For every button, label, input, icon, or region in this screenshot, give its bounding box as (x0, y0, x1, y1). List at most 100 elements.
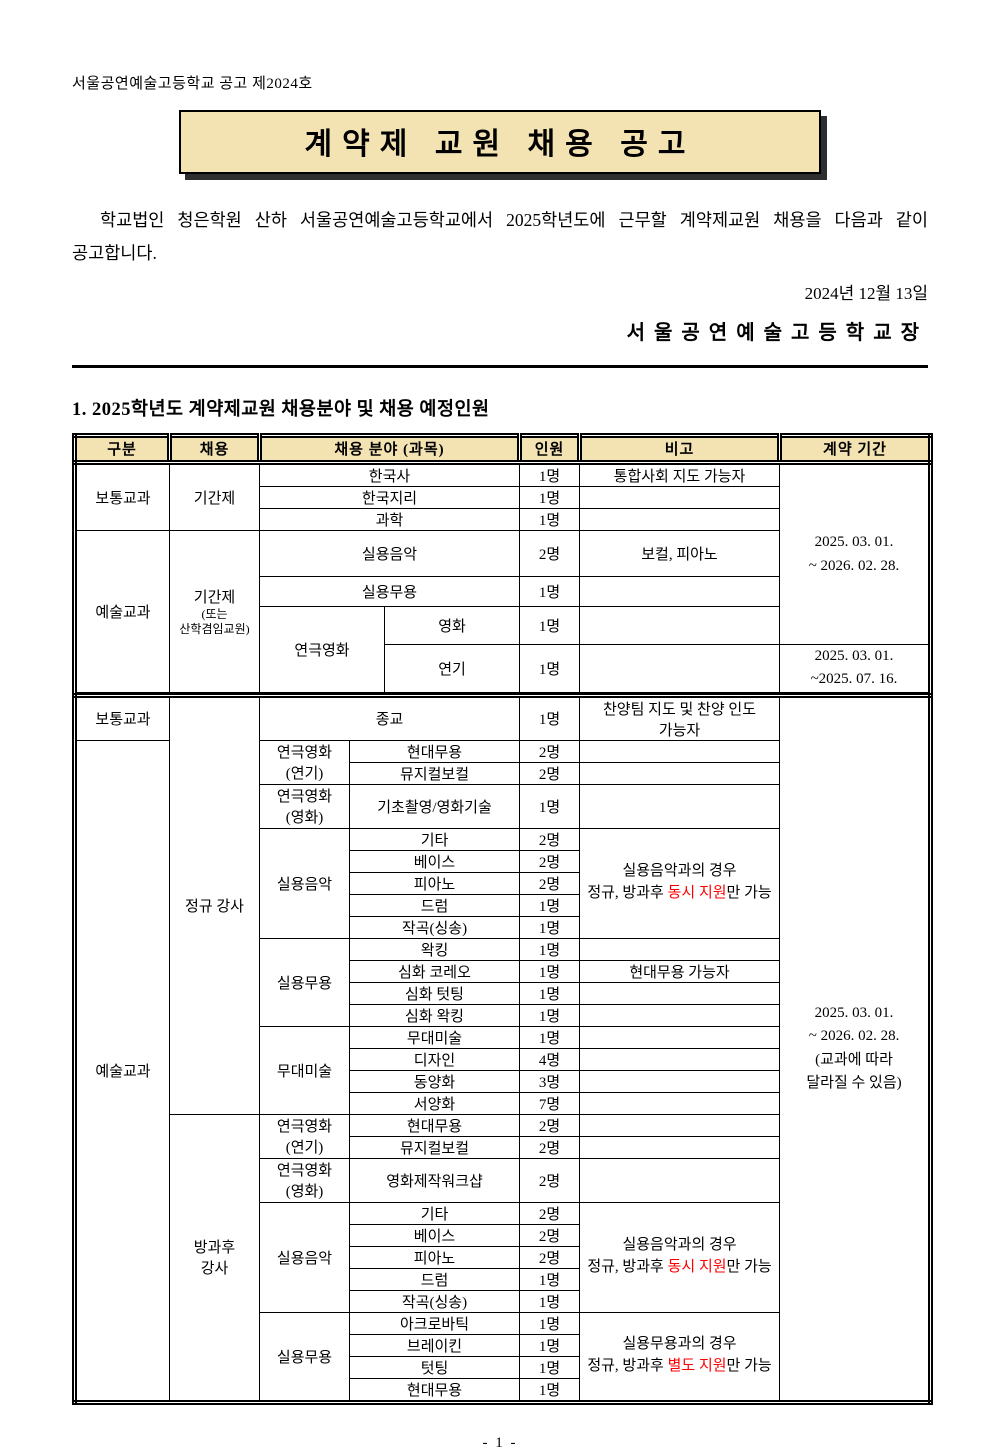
cell-note (579, 761, 781, 785)
cell-count: 2명 (519, 827, 581, 851)
cell-count: 1명 (519, 783, 581, 829)
cell-field: 작곡(싱송) (348, 915, 521, 939)
cell-count: 1명 (519, 1377, 581, 1403)
doc-number: 서울공연예술고등학교 공고 제2024호 (72, 76, 313, 92)
cell-field: 뮤지컬보컬 (348, 1135, 521, 1159)
cell-field: 영화제작워크샵 (348, 1157, 521, 1203)
th-count: 인원 (517, 434, 580, 460)
signature: 서울공연예술고등학교장 (626, 321, 928, 344)
text-line: 강사 (200, 1261, 229, 1277)
table-row: 베이스 2명 (75, 1223, 931, 1247)
table-row: 드럼 1명 (75, 893, 931, 917)
text-line: (연기) (285, 1140, 324, 1156)
cell-gubun: 예술교과 (74, 530, 170, 693)
cell-count: 1명 (519, 1025, 581, 1049)
text-line: (연기) (285, 766, 324, 782)
cell-count: 1명 (519, 1289, 581, 1313)
table-row: 동양화 3명 (75, 1069, 931, 1093)
cell-field: 피아노 (348, 1245, 521, 1269)
period-line: 2025. 03. 01. (814, 534, 894, 551)
cell-count: 1명 (519, 893, 581, 917)
table-row: 실용음악 기타 2명 실용음악과의 경우 정규, 방과후 동시 지원만 가능 (75, 827, 931, 939)
section-heading: 1. 2025학년도 계약제교원 채용분야 및 채용 예정인원 (72, 399, 490, 420)
cell-count: 1명 (519, 981, 581, 1005)
table-row: 뮤지컬보컬 2명 (75, 761, 931, 785)
table-row: 피아노 2명 (75, 1245, 931, 1269)
cell-count: 1명 (519, 606, 580, 645)
cell-field: 심화 코레오 (348, 959, 521, 983)
cell-count: 1명 (519, 508, 580, 531)
cell-count: 7명 (519, 1091, 581, 1115)
cell-note: 현대무용 가능자 (579, 959, 781, 983)
cell-note (579, 1069, 781, 1093)
th-gubun: 구분 (74, 434, 170, 460)
cell-period: 2025. 03. 01. ~2025. 07. 16. (779, 644, 931, 693)
cell-field: 현대무용 (348, 1113, 521, 1137)
note-highlight: 별도 지원 (667, 1358, 727, 1374)
cell-note (579, 1157, 781, 1203)
cell-gubun: 보통교과 (74, 694, 170, 741)
text-line: 연극영화 (276, 1119, 333, 1135)
cell-note (579, 486, 780, 509)
cell-note (579, 1047, 781, 1071)
period-line: ~ 2026. 02. 28. (808, 1028, 900, 1045)
period-line: 달라질 수 있음) (806, 1074, 902, 1091)
cell-note: 실용음악과의 경우 정규, 방과후 동시 지원만 가능 (579, 1201, 781, 1313)
recruitment-table-section-instructors: 보통교과 정규 강사 종교 1명 찬양팀 지도 및 찬양 인도 가능자 2025… (72, 692, 934, 1405)
table-row: 현대무용 1명 (75, 1377, 931, 1403)
note-highlight: 동시 지원 (667, 1259, 727, 1275)
cell-note: 통합사회 지도 가능자 (579, 462, 780, 487)
page-title: 계약제 교원 채용 공고 (304, 128, 696, 161)
cell-note (579, 1113, 781, 1137)
cell-field-group: 실용무용 (259, 937, 350, 1027)
text-line: (또는 (201, 606, 228, 621)
table-row: 연극영화 (영화) 기초촬영/영화기술 1명 (75, 783, 931, 829)
cell-note (579, 644, 780, 693)
cell-count: 1명 (519, 644, 580, 693)
note-line: 실용무용과의 경우 (622, 1336, 737, 1353)
announcement-body: 학교법인 청은학원 산하 서울공연예술고등학교에서 2025학년도에 근무할 계… (72, 210, 928, 264)
cell-field: 영화 (384, 606, 520, 645)
table-row: 방과후 강사 연극영화 (연기) 현대무용 2명 (75, 1113, 931, 1403)
cell-count: 1명 (519, 576, 580, 607)
cell-count: 2명 (519, 1113, 581, 1137)
cell-count: 1명 (519, 1267, 581, 1291)
cell-field: 연기 (384, 644, 520, 693)
period-line: (교과에 따라 (815, 1051, 893, 1068)
cell-field-group: 연극영화 (영화) (259, 1157, 350, 1203)
cell-type: 방과후 강사 (169, 1113, 260, 1403)
cell-field: 베이스 (348, 849, 521, 873)
divider-line (72, 364, 928, 368)
cell-field: 베이스 (348, 1223, 521, 1247)
cell-note: 실용무용과의 경우 정규, 방과후 별도 지원만 가능 (579, 1311, 781, 1403)
recruitment-table-section-fixed-term: 보통교과 기간제 한국사 1명 통합사회 지도 가능자 2025. 03. 01… (72, 460, 933, 693)
cell-field: 동양화 (348, 1069, 521, 1093)
cell-count: 2명 (519, 1135, 581, 1159)
table-row: 작곡(싱송) 1명 (75, 915, 931, 939)
cell-count: 2명 (519, 739, 581, 763)
table-row: 뮤지컬보컬 2명 (75, 1135, 931, 1159)
cell-note (579, 576, 780, 607)
cell-count: 1명 (519, 486, 580, 509)
cell-count: 1명 (519, 959, 581, 983)
cell-count: 1명 (519, 937, 581, 961)
th-note: 비고 (577, 434, 780, 460)
cell-count: 2명 (519, 871, 581, 895)
cell-count: 2명 (519, 1201, 581, 1225)
cell-field: 실용음악 (259, 530, 520, 577)
note-text: 만 가능 (726, 885, 772, 901)
cell-field: 왁킹 (348, 937, 521, 961)
cell-note (579, 1003, 781, 1027)
cell-type: 정규 강사 (169, 694, 260, 1115)
table-row: 심화 코레오 1명 현대무용 가능자 (75, 959, 931, 983)
cell-field: 현대무용 (348, 1377, 521, 1403)
cell-field: 디자인 (348, 1047, 521, 1071)
table-row: 서양화 7명 (75, 1091, 931, 1115)
cell-note (579, 937, 781, 961)
table-row: 연기 1명 2025. 03. 01. ~2025. 07. 16. (75, 644, 931, 693)
cell-field-group: 연극영화 (연기) (259, 1113, 350, 1159)
cell-count: 1명 (519, 1355, 581, 1379)
table-row: 과학 1명 (75, 508, 931, 531)
th-field: 채용 분야 (과목) (257, 434, 520, 460)
